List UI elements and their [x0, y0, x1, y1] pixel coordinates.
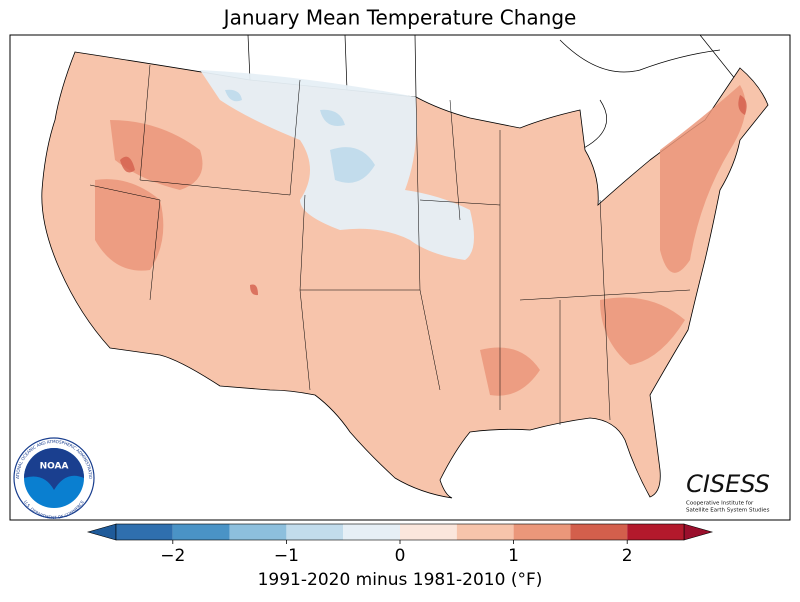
title: January Mean Temperature Change [222, 6, 577, 30]
colorbar-label: 1991-2020 minus 1981-2010 (°F) [258, 570, 543, 590]
colorbar: −2 −1 0 1 2 [86, 523, 714, 566]
noaa-top [24, 448, 84, 490]
colorbar-bin [456, 524, 514, 540]
state-lines [89, 64, 691, 425]
cisess-line1: Cooperative Institute for [686, 501, 754, 507]
colorbar-bin [513, 524, 571, 540]
colorbar-bin [229, 524, 287, 540]
usa [41, 51, 769, 499]
colorbar-bin [172, 524, 230, 540]
colorbar-tick-label: 1 [508, 546, 519, 566]
colorbar-bin [286, 524, 344, 540]
canada-lines [247, 34, 761, 151]
colorbar-bin [627, 524, 684, 540]
cisess-text: CISESS [686, 470, 770, 498]
cold-spots [225, 89, 375, 183]
colorbar-tick-label: −2 [160, 546, 185, 566]
colorbar-bin [570, 524, 628, 540]
cisess-line2: Satellite Earth System Studies [686, 508, 770, 514]
colorbar-bin [343, 524, 400, 540]
colorbar-under [86, 523, 117, 541]
colorbar-bin [116, 524, 173, 540]
colorbar-tick-label: 2 [622, 546, 633, 566]
colorbar-bin [400, 524, 457, 540]
colorbar-over [683, 523, 714, 541]
noaa-text: NOAA [40, 462, 69, 472]
map [41, 34, 769, 499]
cisess-logo: CISESS Cooperative Institute for Satelli… [686, 470, 770, 514]
colorbar-tick-label: −1 [274, 546, 299, 566]
colorbar-tick-label: 0 [395, 546, 406, 566]
